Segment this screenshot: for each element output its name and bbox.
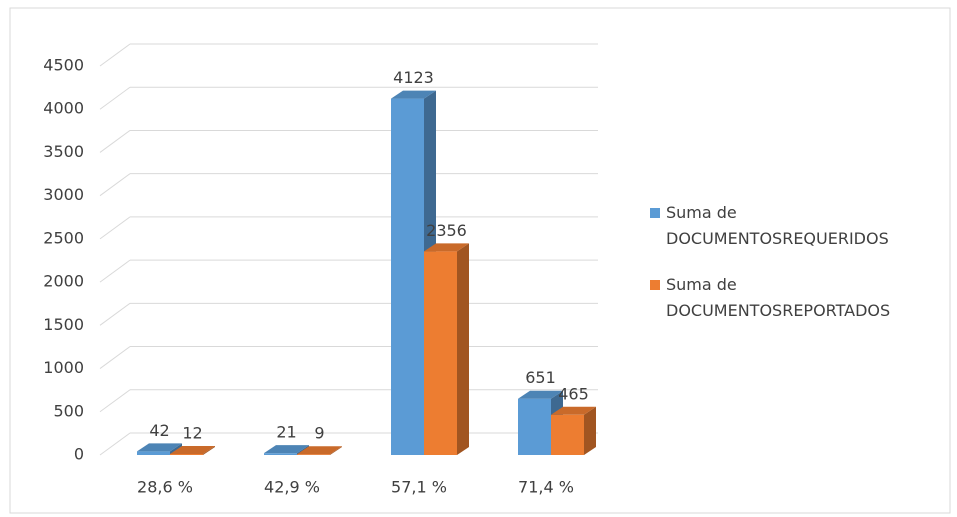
bar-side (330, 446, 342, 455)
y-tick-label: 2500 (43, 228, 84, 247)
data-label: 4123 (393, 68, 434, 87)
data-label: 21 (276, 423, 296, 442)
grid-line-side (99, 216, 131, 240)
y-tick-label: 0 (74, 445, 84, 464)
bar (297, 454, 330, 455)
grid-line-side (99, 432, 131, 456)
bar (551, 414, 584, 455)
legend-label: Suma de DOCUMENTOSREQUERIDOS (666, 203, 889, 248)
bar-side (457, 243, 469, 455)
legend-swatch (650, 280, 660, 290)
bar-top (264, 445, 309, 454)
grid-line-side (99, 43, 131, 67)
data-label: 9 (314, 424, 324, 443)
bar (137, 451, 170, 455)
bar (391, 98, 424, 456)
bar (264, 453, 297, 455)
grid-line-side (99, 173, 131, 197)
bar-top (297, 446, 342, 455)
y-tick-label: 1000 (43, 358, 84, 377)
x-tick-label: 42,9 % (264, 478, 320, 497)
grid-line-side (99, 86, 131, 110)
grid-line-side (99, 389, 131, 413)
legend-swatch (650, 208, 660, 218)
bar-side (203, 445, 215, 455)
bar-top (170, 445, 215, 454)
bar (518, 398, 551, 455)
y-tick-label: 4000 (43, 99, 84, 118)
data-label: 2356 (426, 221, 467, 240)
bar-side (584, 406, 596, 455)
x-tick-label: 57,1 % (391, 478, 447, 497)
bar (424, 251, 457, 455)
grid-line-side (99, 346, 131, 369)
y-tick-label: 3500 (43, 142, 84, 161)
data-label: 42 (149, 421, 169, 440)
y-tick-label: 500 (53, 401, 84, 420)
data-label: 12 (182, 423, 202, 442)
bar (170, 453, 203, 455)
bar-top (391, 90, 436, 99)
x-tick-label: 71,4 % (518, 478, 574, 497)
x-tick-label: 28,6 % (137, 478, 193, 497)
data-label: 465 (558, 384, 589, 403)
chart-border (9, 7, 951, 514)
y-tick-label: 2000 (43, 272, 84, 291)
y-tick-label: 1500 (43, 315, 84, 334)
legend-label: Suma de DOCUMENTOSREPORTADOS (666, 275, 891, 320)
grid-line-side (99, 302, 131, 326)
data-label: 651 (525, 368, 556, 387)
y-tick-label: 4500 (43, 56, 84, 75)
grid-line-side (99, 130, 131, 153)
bar-top (137, 443, 182, 452)
legend-entry: Suma de DOCUMENTOSREPORTADOS (650, 272, 890, 324)
legend-entry: Suma de DOCUMENTOSREQUERIDOS (650, 200, 889, 252)
bar-top (518, 390, 563, 399)
y-tick-label: 3000 (43, 185, 84, 204)
bar-top (424, 243, 469, 252)
grid-line-side (99, 259, 131, 283)
bar-top (551, 406, 596, 415)
